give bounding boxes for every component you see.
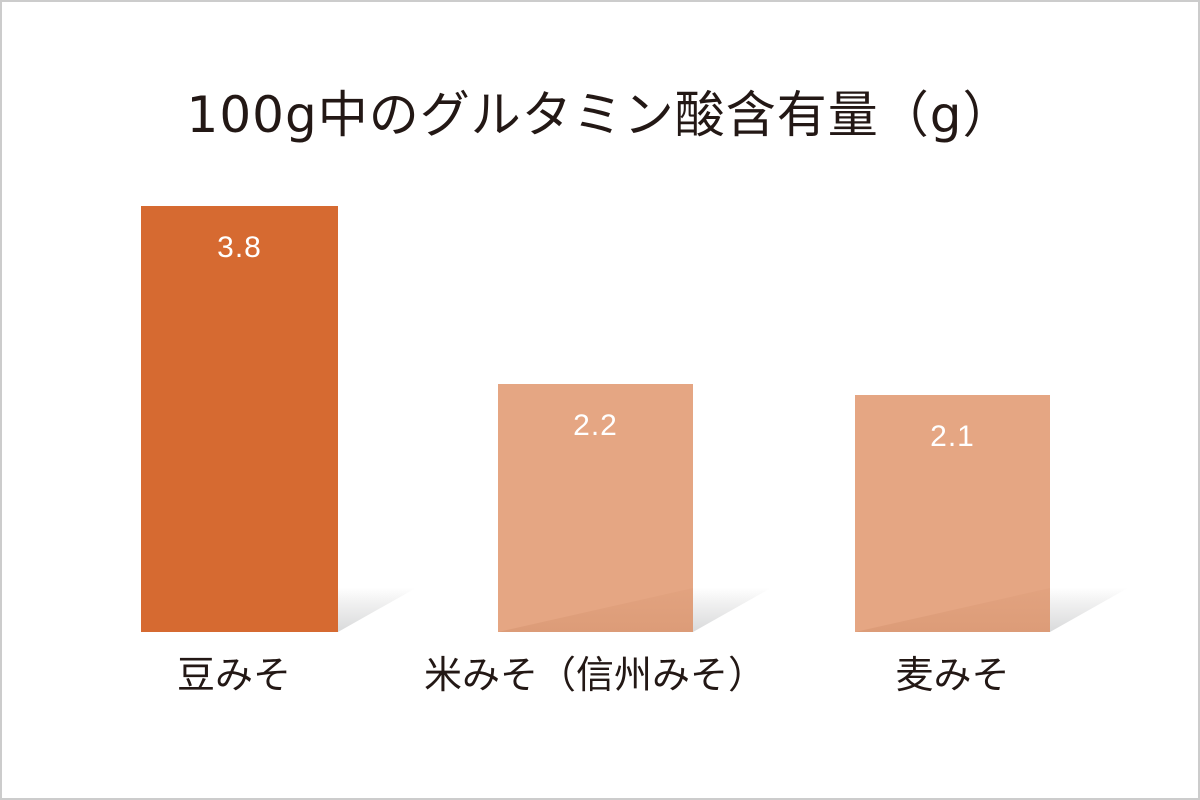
bar-mame-miso: 3.8 [141, 206, 338, 632]
bar-shadow [338, 588, 416, 632]
chart-title: 100g中のグルタミン酸含有量（g） [186, 86, 1014, 144]
category-label-kome-miso: 米みそ（信州みそ） [423, 653, 766, 697]
bar-shadow [1050, 588, 1128, 632]
bar-group-mugi-miso: 2.1 [855, 395, 1128, 632]
bar-mugi-miso: 2.1 [855, 395, 1050, 632]
category-label-mame-miso: 豆みそ [177, 653, 292, 697]
value-label: 2.2 [573, 409, 618, 442]
value-label: 3.8 [217, 231, 262, 264]
category-label-mugi-miso: 麦みそ [895, 653, 1010, 697]
bar-shadow [693, 588, 771, 632]
bar-kome-miso: 2.2 [498, 384, 693, 632]
bar-group-mame-miso: 3.8 [141, 206, 416, 632]
value-label: 2.1 [930, 420, 975, 453]
bar-group-kome-miso: 2.2 [498, 384, 771, 632]
